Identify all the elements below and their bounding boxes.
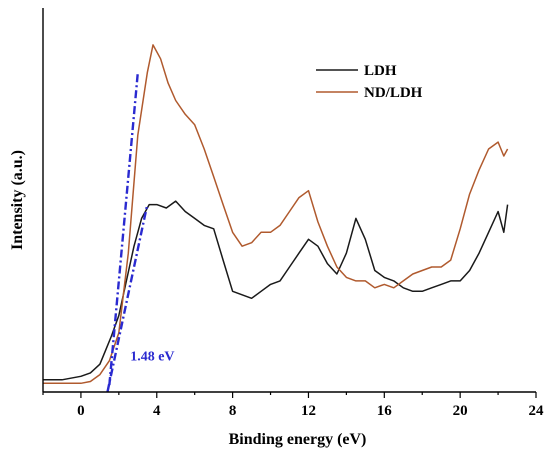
y-axis-title: Intensity (a.u.) — [9, 150, 26, 250]
x-tick-label: 0 — [77, 403, 85, 419]
series-layer — [43, 44, 509, 385]
legend: LDH ND/LDH — [316, 63, 423, 101]
tangent-line-1 — [108, 72, 140, 386]
x-tick-label: 16 — [377, 403, 393, 419]
x-tick-label: 24 — [529, 403, 545, 419]
legend-label-nd-ldh: ND/LDH — [364, 85, 423, 101]
x-tick-label: 12 — [301, 403, 316, 419]
x-tick-label: 20 — [453, 403, 468, 419]
tangent-layer — [106, 72, 149, 393]
series-line-ldh — [43, 200, 509, 381]
x-ticks: 0 4 8 12 16 20 24 — [42, 392, 545, 419]
x-tick-label: 4 — [153, 403, 161, 419]
legend-label-ldh: LDH — [364, 63, 397, 79]
axes — [42, 8, 536, 393]
x-tick-label: 8 — [229, 403, 237, 419]
series-line-nd-ldh — [43, 44, 509, 385]
x-axis-title: Binding energy (eV) — [229, 431, 367, 448]
band-gap-annotation: 1.48 eV — [130, 350, 174, 365]
